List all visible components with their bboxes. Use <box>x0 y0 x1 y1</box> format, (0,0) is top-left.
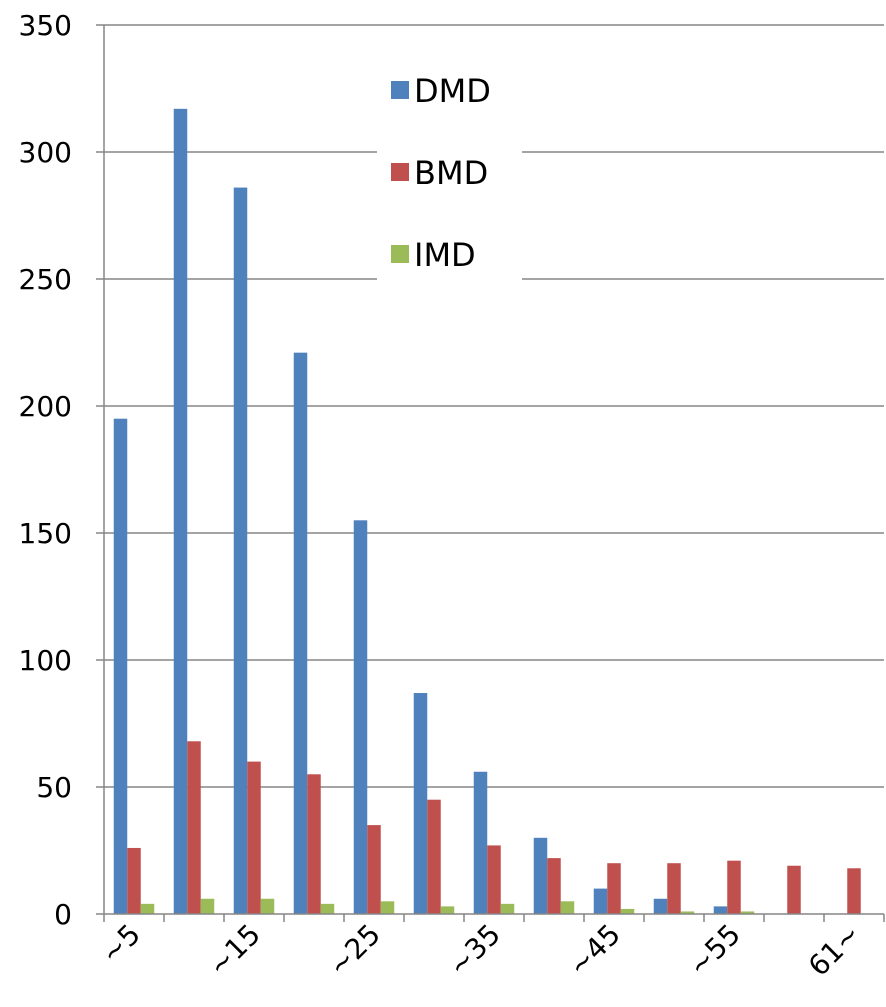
bar-dmd <box>173 108 188 914</box>
x-tick-label: ~35 <box>442 918 507 983</box>
bar-imd <box>680 911 695 914</box>
bar-imd <box>440 906 455 914</box>
x-tick-label: ~15 <box>202 918 267 983</box>
x-tick-labels: ~5 ~15 ~25 ~35 ~45 ~55 61~ <box>94 918 867 983</box>
y-tick-label: 300 <box>19 136 72 169</box>
bar-bmd <box>727 860 741 914</box>
bar-imd <box>740 911 755 914</box>
bar-imd <box>260 898 275 914</box>
axes <box>96 24 885 922</box>
x-tick-label: ~45 <box>562 918 627 983</box>
legend-label-imd: IMD <box>414 236 476 274</box>
bar-imd <box>620 908 635 914</box>
bar-bmd <box>487 845 501 914</box>
y-tick-label: 0 <box>54 898 72 931</box>
legend-swatch-bmd <box>391 163 409 181</box>
bar-bmd <box>307 774 321 914</box>
y-tick-label: 150 <box>19 517 72 550</box>
legend-label-bmd: BMD <box>414 154 488 192</box>
bars <box>113 108 861 914</box>
bar-imd <box>200 898 215 914</box>
bar-bmd <box>127 847 141 914</box>
legend-swatch-imd <box>391 245 409 263</box>
y-tick-label: 50 <box>36 771 72 804</box>
bar-dmd <box>713 906 728 914</box>
bar-bmd <box>367 825 381 914</box>
x-tick-label: 61~ <box>802 918 867 983</box>
bar-bmd <box>787 865 801 914</box>
y-tick-label: 350 <box>19 9 72 42</box>
bar-dmd <box>473 771 488 914</box>
x-tick-label: ~55 <box>682 918 747 983</box>
bar-dmd <box>353 520 368 914</box>
bar-bmd <box>427 799 441 914</box>
y-tick-labels: 0 50 100 150 200 250 300 350 <box>19 9 72 931</box>
legend: DMD BMD IMD <box>377 58 522 294</box>
legend-swatch-dmd <box>391 81 409 99</box>
bar-bmd <box>607 863 621 914</box>
bar-dmd <box>533 837 548 914</box>
bar-imd <box>500 903 515 914</box>
bar-imd <box>140 903 155 914</box>
y-tick-label: 100 <box>19 644 72 677</box>
x-tick-label: ~5 <box>94 918 147 971</box>
bar-imd <box>320 903 335 914</box>
bar-dmd <box>233 187 248 914</box>
bar-imd <box>380 901 395 914</box>
legend-label-dmd: DMD <box>414 72 491 110</box>
bar-dmd <box>653 898 668 914</box>
y-tick-label: 200 <box>19 390 72 423</box>
bar-bmd <box>187 741 201 914</box>
bar-dmd <box>113 418 128 914</box>
y-tick-label: 250 <box>19 263 72 296</box>
bar-dmd <box>293 352 308 914</box>
bar-bmd <box>847 868 861 914</box>
bar-imd <box>560 901 575 914</box>
bar-bmd <box>547 858 561 914</box>
x-tick-label: ~25 <box>322 918 387 983</box>
bar-dmd <box>593 888 608 914</box>
bar-dmd <box>413 693 428 914</box>
bar-bmd <box>247 761 261 914</box>
bar-bmd <box>667 863 681 914</box>
